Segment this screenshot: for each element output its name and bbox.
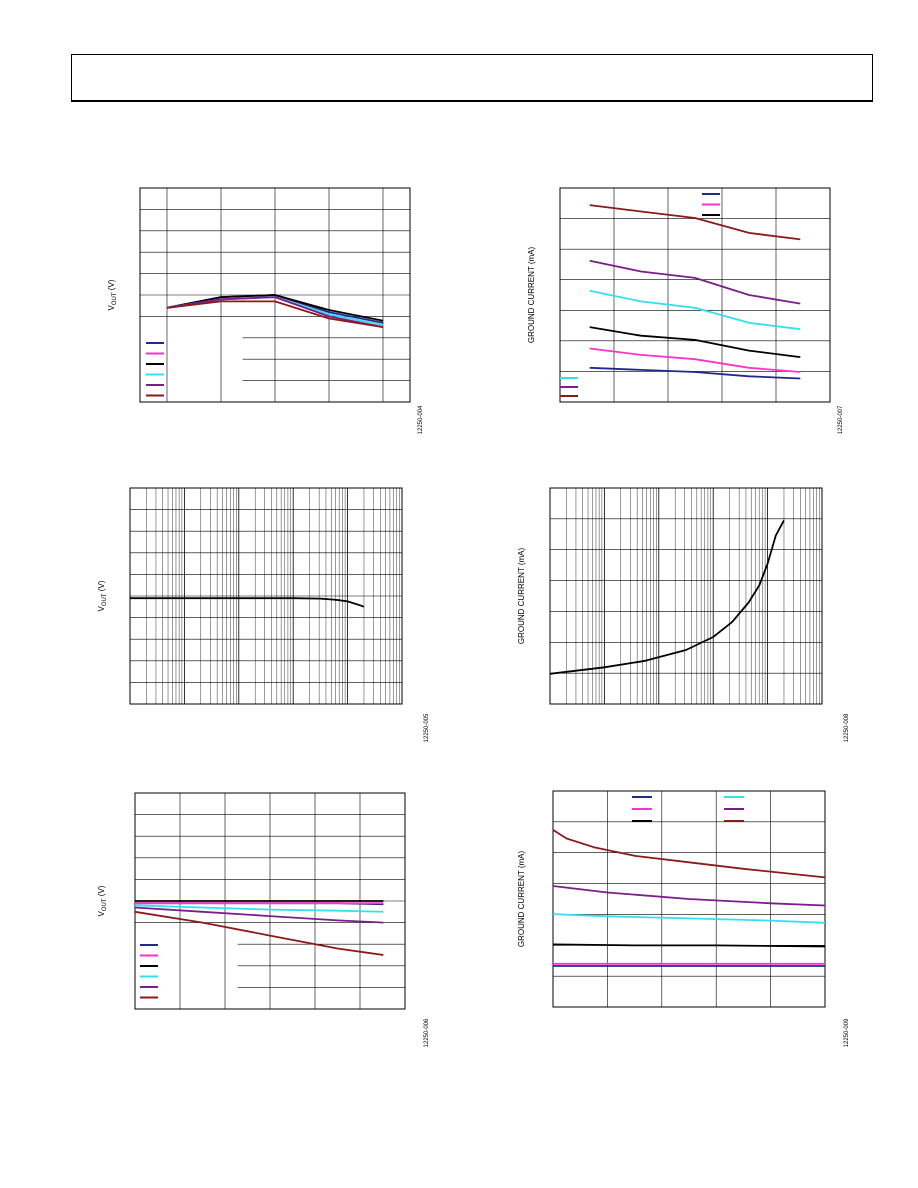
series-line-cyan	[589, 289, 801, 331]
series-line-purple	[166, 296, 384, 328]
chart-vout-2: VOUT (V) 12250-005	[90, 480, 440, 750]
grid	[549, 488, 822, 704]
grid	[553, 791, 825, 1007]
series-line-cyan	[134, 904, 384, 913]
y-axis-label: VOUT (V)	[97, 885, 108, 916]
series-line-cyan	[552, 913, 826, 924]
plot-frame	[549, 487, 823, 705]
grid	[129, 488, 402, 704]
chart-vout-3: VOUT (V) 12250-006	[90, 785, 440, 1055]
y-axis-label: GROUND CURRENT (mA)	[527, 247, 536, 344]
series-line-magenta	[589, 347, 801, 373]
chart3-svg: VOUT (V) 12250-005	[97, 487, 430, 742]
figure-id: 12250-006	[424, 1018, 430, 1047]
grid	[560, 188, 830, 402]
series-line-black	[552, 943, 826, 948]
chart4-svg: GROUND CURRENT (mA) 12250-008	[517, 487, 850, 742]
figure-id: 12250-007	[838, 405, 844, 434]
chart5-svg: VOUT (V) 12250-006	[97, 792, 430, 1047]
figure-id: 12250-008	[844, 713, 850, 742]
chart-ground-current-2: GROUND CURRENT (mA) 12250-008	[510, 480, 860, 750]
series-line-navy	[589, 366, 801, 380]
series-line-purple	[552, 885, 826, 907]
y-axis-label: GROUND CURRENT (mA)	[517, 548, 526, 645]
series-line-maroon	[166, 300, 384, 328]
plot-frame	[559, 187, 831, 403]
figure-id: 12250-005	[424, 713, 430, 742]
page-header-box	[71, 54, 873, 102]
series-line-black	[589, 326, 801, 358]
y-axis-label: VOUT (V)	[107, 279, 118, 310]
figure-id: 12250-009	[844, 1018, 850, 1047]
series-line-maroon	[552, 829, 826, 879]
chart-ground-current-3: GROUND CURRENT (mA) 12250-009	[510, 785, 860, 1055]
chart-ground-current-1: GROUND CURRENT (mA) 12250-007	[520, 180, 850, 440]
chart-vout-1: VOUT (V) 12250-004	[100, 180, 430, 440]
plot-frame	[552, 790, 826, 1008]
figure-id: 12250-004	[418, 405, 424, 434]
series-line-purple	[589, 259, 801, 305]
series-line-black	[549, 519, 785, 675]
series-line-black	[166, 294, 384, 322]
y-axis-label: VOUT (V)	[97, 580, 108, 611]
chart1-svg: VOUT (V) 12250-004	[107, 187, 424, 434]
series-line-maroon	[134, 910, 384, 956]
chart6-svg: GROUND CURRENT (mA) 12250-009	[517, 790, 850, 1047]
series-line-black	[130, 597, 365, 608]
y-axis-label: GROUND CURRENT (mA)	[517, 851, 526, 948]
series-line-maroon	[589, 204, 801, 241]
chart2-svg: GROUND CURRENT (mA) 12250-007	[527, 187, 844, 434]
series-line-purple	[134, 906, 384, 924]
